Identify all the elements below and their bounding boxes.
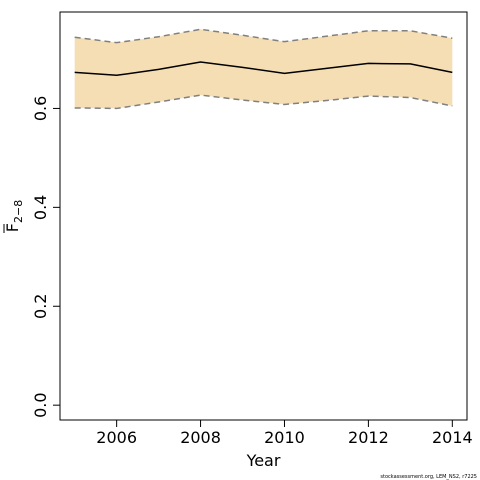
- confidence-band-layer: [74, 29, 453, 109]
- x-tick-label: 2008: [180, 428, 221, 447]
- footnote: stockassessment.org, LEM_NS2, r7225: [380, 474, 477, 480]
- y-axis-title-subscript: 2−8: [12, 200, 25, 223]
- y-axis-title: F2−8: [3, 200, 25, 233]
- x-tick-label: 2010: [264, 428, 305, 447]
- plot-frame: [59, 11, 468, 421]
- x-axis-title: Year: [246, 451, 281, 470]
- x-tick-label: 2012: [348, 428, 389, 447]
- y-tick-label: 0.4: [31, 195, 50, 220]
- y-axis-title-main: F: [3, 223, 22, 232]
- svg-text:F2−8: F2−8: [3, 200, 25, 232]
- y-tick-label: 0.0: [31, 392, 50, 417]
- confidence-band: [74, 29, 453, 109]
- y-tick-label: 0.2: [31, 294, 50, 319]
- x-tick-label: 2006: [96, 428, 137, 447]
- upper-bound-line: [74, 28, 453, 44]
- y-tick-label: 0.6: [31, 96, 50, 121]
- x-tick-label: 2014: [432, 428, 473, 447]
- lower-bound-line: [74, 94, 453, 110]
- series-line-layer: [74, 28, 453, 110]
- axes-layer: 2006 2008 2010 2012 2014 0.0 0.2 0.4 0.6: [31, 96, 473, 447]
- estimate-line: [74, 61, 453, 77]
